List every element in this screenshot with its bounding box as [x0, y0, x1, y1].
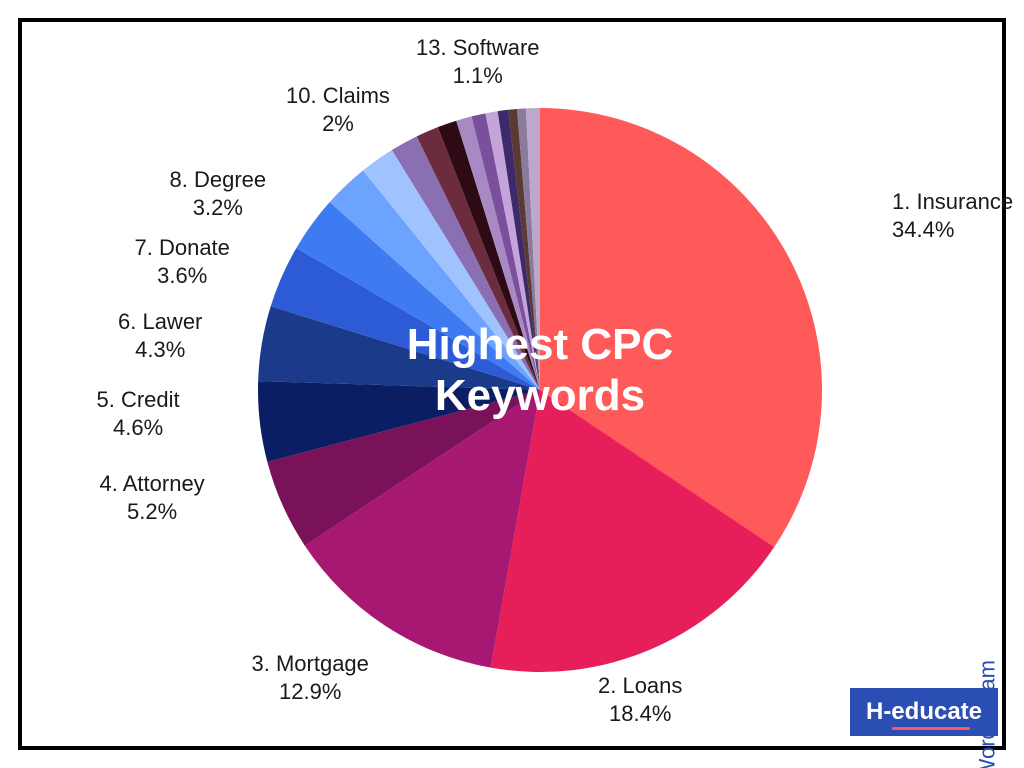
slice-label-pct: 34.4% — [892, 216, 1013, 245]
brand-logo: H-educate — [850, 688, 998, 736]
slice-label: 5. Credit4.6% — [97, 386, 180, 443]
slice-label-name: 8. Degree — [170, 166, 267, 195]
slice-label-pct: 4.3% — [118, 336, 202, 365]
slice-label-pct: 3.2% — [170, 194, 267, 223]
slice-label-pct: 4.6% — [97, 414, 180, 443]
slice-label: 3. Mortgage12.9% — [252, 650, 369, 707]
slice-label: 7. Donate3.6% — [135, 234, 230, 291]
slice-label-name: 6. Lawer — [118, 308, 202, 337]
slice-label-pct: 3.6% — [135, 262, 230, 291]
slice-label-pct: 12.9% — [252, 678, 369, 707]
slice-label: 10. Claims2% — [286, 82, 390, 139]
slice-label-name: 4. Attorney — [100, 470, 205, 499]
logo-bold: H — [866, 698, 883, 725]
slice-label: 6. Lawer4.3% — [118, 308, 202, 365]
slice-label-name: 1. Insurance — [892, 188, 1013, 217]
slice-label-name: 10. Claims — [286, 82, 390, 111]
slice-label: 13. Software1.1% — [416, 34, 540, 91]
slice-label-name: 7. Donate — [135, 234, 230, 263]
slice-label-name: 5. Credit — [97, 386, 180, 415]
slice-label-name: 2. Loans — [598, 672, 682, 701]
slice-label: 2. Loans18.4% — [598, 672, 682, 729]
chart-frame: Highest CPC Keywords 1. Insurance34.4%2.… — [0, 0, 1024, 768]
logo-underline — [892, 727, 970, 730]
pie-chart — [0, 0, 1024, 768]
slice-label-pct: 1.1% — [416, 62, 540, 91]
slice-label-name: 13. Software — [416, 34, 540, 63]
slice-label-pct: 18.4% — [598, 700, 682, 729]
slice-label: 4. Attorney5.2% — [100, 470, 205, 527]
slice-label-pct: 2% — [286, 110, 390, 139]
slice-label-name: 3. Mortgage — [252, 650, 369, 679]
logo-rest: -educate — [883, 698, 982, 725]
slice-label-pct: 5.2% — [100, 498, 205, 527]
slice-label: 1. Insurance34.4% — [892, 188, 1013, 245]
slice-label: 8. Degree3.2% — [170, 166, 267, 223]
